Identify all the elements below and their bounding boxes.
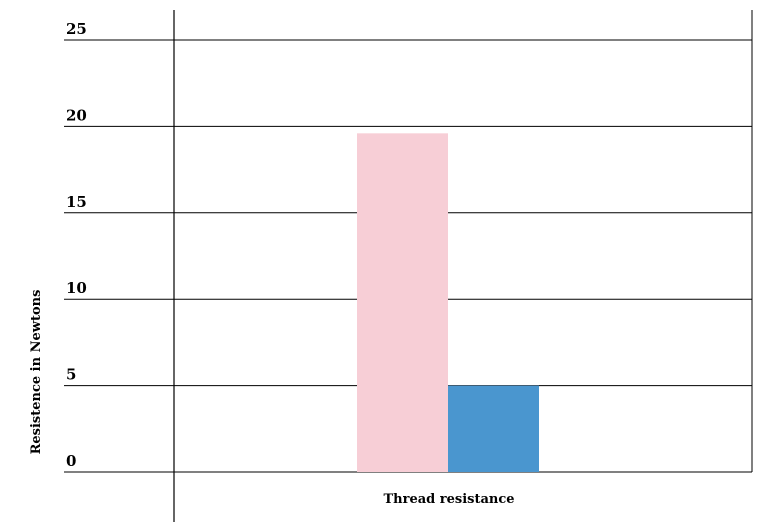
y-tick-label-20: 20 <box>66 106 87 124</box>
y-tick-label-5: 5 <box>66 366 76 384</box>
y-tick-label-15: 15 <box>66 193 87 211</box>
bar-series-2 <box>448 385 539 472</box>
x-axis-title: Thread resistance <box>383 492 514 507</box>
bars <box>357 133 539 472</box>
bar-series-1 <box>357 133 448 472</box>
y-axis-title: Resistence in Newtons <box>29 290 44 455</box>
y-tick-labels: 0 5 10 15 20 25 <box>66 20 87 470</box>
y-tick-label-10: 10 <box>66 279 87 297</box>
y-tick-label-0: 0 <box>66 452 76 470</box>
y-tick-label-25: 25 <box>66 20 87 38</box>
